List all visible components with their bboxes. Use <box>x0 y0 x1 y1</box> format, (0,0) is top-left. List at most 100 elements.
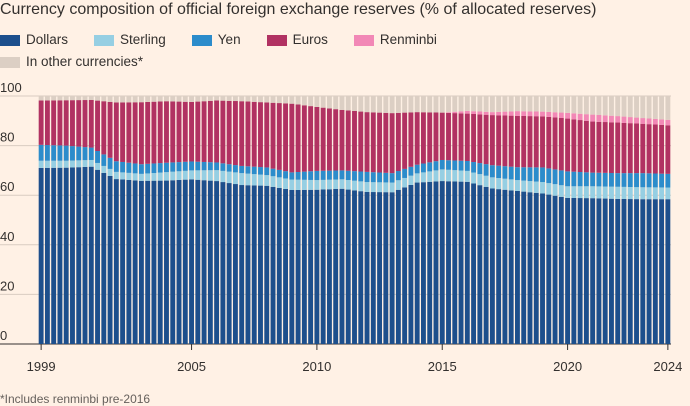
bar-segment-sterling <box>283 178 289 189</box>
bar-segment-yen <box>659 173 665 188</box>
bar-segment-euros <box>621 122 627 174</box>
bar-segment-in-other-currencies <box>652 96 658 119</box>
bar-segment-renminbi <box>590 114 596 122</box>
bar-segment-yen <box>558 170 564 186</box>
bar-segment-euros <box>57 100 63 146</box>
bar-segment-dollars <box>326 189 332 344</box>
bar-segment-sterling <box>44 160 50 168</box>
bar-segment-euros <box>270 102 276 169</box>
bar-segment-renminbi <box>515 111 520 116</box>
bar-segment-dollars <box>157 180 163 344</box>
bar-segment-sterling <box>138 173 144 181</box>
bar-segment-dollars <box>596 198 602 344</box>
bar-segment-renminbi <box>502 111 508 116</box>
bar-segment-in-other-currencies <box>439 96 445 113</box>
bar-segment-dollars <box>439 181 445 344</box>
bar-segment-yen <box>176 162 182 172</box>
bar-segment-euros <box>101 101 107 155</box>
bar-segment-renminbi <box>652 118 658 125</box>
bar-segment-yen <box>458 160 464 171</box>
bar-segment-dollars <box>295 189 301 344</box>
bar-segment-sterling <box>301 179 307 190</box>
bar-segment-in-other-currencies <box>189 96 194 102</box>
legend-row-2: In other currencies* <box>0 52 690 72</box>
bar-segment-dollars <box>232 184 238 344</box>
bar-segment-sterling <box>483 175 489 187</box>
bar-segment-in-other-currencies <box>458 96 464 112</box>
bar-segment-sterling <box>107 168 113 176</box>
y-tick-label: 20 <box>0 278 14 293</box>
legend-swatch-sterling <box>94 34 115 46</box>
bar-segment-dollars <box>402 187 408 344</box>
bar-segment-sterling <box>95 162 100 170</box>
bar-segment-euros <box>339 109 345 171</box>
bar-segment-renminbi <box>640 118 646 124</box>
bar-segment-dollars <box>308 189 314 344</box>
bar-segment-in-other-currencies <box>527 96 533 112</box>
bar-segment-sterling <box>552 184 558 196</box>
bar-segment-euros <box>389 113 395 174</box>
bar-segment-yen <box>402 168 408 178</box>
bar-segment-dollars <box>458 181 464 344</box>
bar-segment-dollars <box>51 167 57 344</box>
bar-segment-in-other-currencies <box>170 96 176 102</box>
legend-swatch-renminbi <box>353 34 374 46</box>
bar-segment-yen <box>352 171 357 181</box>
bar-segment-dollars <box>558 196 564 344</box>
bar-segment-in-other-currencies <box>70 96 75 101</box>
bar-segment-yen <box>383 172 389 183</box>
bar-segment-yen <box>151 163 157 174</box>
bar-segment-euros <box>364 112 370 172</box>
bar-segment-in-other-currencies <box>107 96 113 102</box>
bar-segment-renminbi <box>621 116 627 123</box>
legend-item-yen: Yen <box>191 31 241 49</box>
bar-segment-renminbi <box>471 111 477 114</box>
bar-segment-euros <box>420 112 426 164</box>
bar-segment-sterling <box>389 182 395 193</box>
bar-segment-euros <box>659 124 665 174</box>
bar-segment-sterling <box>276 177 282 188</box>
bar-segment-yen <box>320 170 326 180</box>
bar-segment-euros <box>151 101 157 164</box>
bar-segment-yen <box>389 173 395 183</box>
bar-segment-renminbi <box>521 111 527 116</box>
y-tick-label: 100 <box>0 80 22 95</box>
bar-segment-dollars <box>508 190 514 344</box>
bar-segment-sterling <box>63 160 69 168</box>
bar-segment-yen <box>157 163 163 173</box>
bar-segment-dollars <box>646 199 652 344</box>
bar-segment-dollars <box>370 192 376 344</box>
bar-segment-in-other-currencies <box>452 96 458 112</box>
bar-segment-euros <box>609 122 614 174</box>
bar-segment-renminbi <box>596 114 602 122</box>
bar-segment-euros <box>646 124 652 174</box>
bar-segment-yen <box>182 161 188 171</box>
bar-segment-sterling <box>239 173 245 186</box>
bar-segment-sterling <box>383 182 389 193</box>
bar-segment-yen <box>602 172 608 187</box>
bar-segment-euros <box>226 100 232 165</box>
bar-segment-in-other-currencies <box>232 96 238 102</box>
bar-segment-in-other-currencies <box>182 96 188 102</box>
bar-segment-yen <box>276 169 282 178</box>
bar-segment-yen <box>82 147 88 161</box>
bar-segment-in-other-currencies <box>420 96 426 113</box>
bar-segment-renminbi <box>609 115 614 123</box>
bar-segment-dollars <box>182 179 188 344</box>
bar-segment-yen <box>439 159 445 170</box>
bar-segment-yen <box>634 173 639 188</box>
legend-item-dollars: Dollars <box>0 31 68 49</box>
bar-segment-sterling <box>370 182 376 193</box>
bar-segment-dollars <box>414 182 420 344</box>
bar-segment-yen <box>471 162 477 173</box>
bar-segment-in-other-currencies <box>402 96 408 113</box>
bar-segment-renminbi <box>627 117 633 124</box>
bar-segment-yen <box>370 172 376 183</box>
bar-segment-yen <box>433 161 439 171</box>
bar-segment-dollars <box>489 188 495 344</box>
bar-segment-dollars <box>258 185 263 344</box>
bar-segment-euros <box>358 111 364 172</box>
bar-segment-dollars <box>565 197 571 344</box>
bar-segment-yen <box>251 166 257 175</box>
